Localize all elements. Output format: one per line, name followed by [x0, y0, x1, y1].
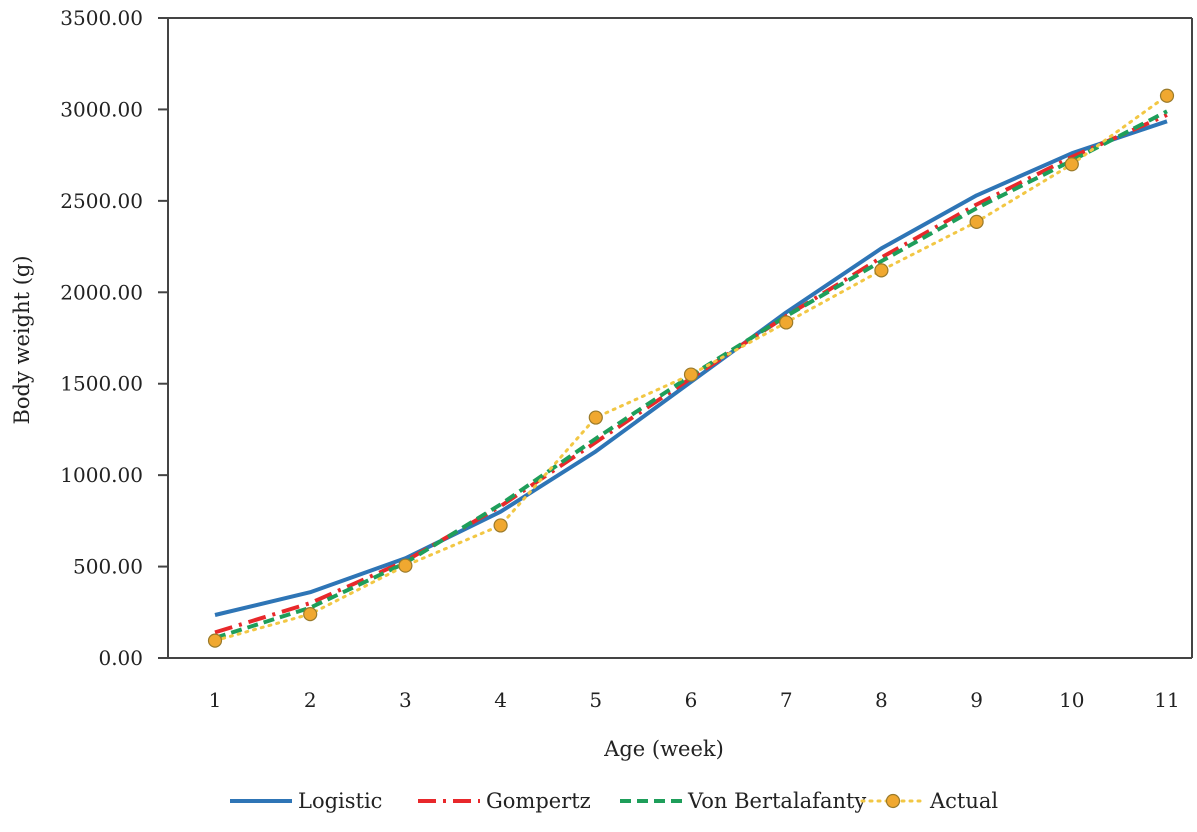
x-tick-labels: 1 2 3 4 5 6 7 8 9 10 11 — [209, 688, 1180, 712]
data-point — [683, 367, 699, 382]
x-tick-label: 3 — [399, 688, 412, 712]
x-tick-label: 6 — [685, 688, 698, 712]
y-tick-label: 2000.00 — [60, 280, 143, 304]
legend-marker — [885, 793, 901, 809]
x-tick-label: 7 — [780, 688, 793, 712]
series-actual — [207, 88, 1175, 648]
x-tick-label: 1 — [209, 688, 222, 712]
data-point — [779, 315, 794, 330]
x-tick-label: 11 — [1154, 688, 1179, 712]
data-point — [874, 263, 889, 278]
legend-label: Logistic — [298, 789, 382, 813]
data-point — [969, 214, 984, 229]
series-logistic — [214, 119, 1168, 617]
x-tick-label: 10 — [1059, 688, 1084, 712]
series-line — [213, 94, 1169, 643]
y-tick-label: 2500.00 — [60, 189, 143, 213]
y-tick-label: 1500.00 — [60, 372, 143, 396]
legend-item: Gompertz — [418, 789, 591, 813]
x-tick-label: 9 — [970, 688, 983, 712]
y-tick-label: 3500.00 — [60, 6, 143, 30]
data-point — [493, 518, 508, 533]
legend-item: Von Bertalafanty — [620, 789, 866, 813]
legend-label: Actual — [929, 789, 998, 813]
legend-item: Logistic — [230, 789, 382, 813]
x-tick-label: 8 — [875, 688, 888, 712]
legend-label: Gompertz — [486, 789, 591, 813]
data-point — [207, 633, 223, 648]
data-point — [588, 410, 603, 425]
y-tick-label: 3000.00 — [60, 97, 143, 121]
legend-label: Von Bertalafanty — [687, 789, 866, 813]
data-point — [1159, 88, 1175, 103]
series-line — [214, 119, 1168, 617]
data-point — [1064, 157, 1079, 172]
x-axis-title: Age (week) — [603, 737, 724, 761]
x-tick-label: 5 — [589, 688, 602, 712]
y-axis-title: Body weight (g) — [10, 255, 34, 424]
y-tick-label: 1000.00 — [60, 463, 143, 487]
y-tick-label: 0.00 — [98, 646, 143, 670]
data-point — [303, 607, 318, 622]
x-tick-label: 2 — [304, 688, 317, 712]
legend-item: Actual — [860, 789, 998, 813]
axes — [158, 17, 1193, 659]
y-tick-labels: 0.00 500.00 1000.00 1500.00 2000.00 2500.00 30… — [60, 6, 143, 670]
series-layer — [207, 88, 1175, 648]
x-tick-label: 4 — [494, 688, 507, 712]
data-point — [398, 558, 413, 573]
y-tick-label: 500.00 — [73, 555, 143, 579]
legend: Logistic Gompertz Von Bertalafanty Actual — [230, 789, 998, 813]
